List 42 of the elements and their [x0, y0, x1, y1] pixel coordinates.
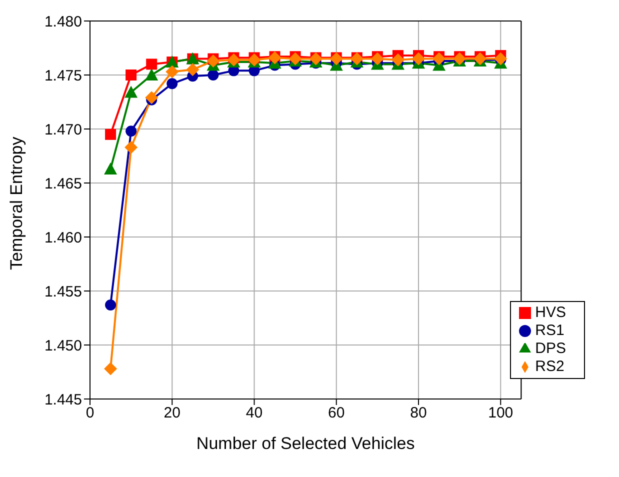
point: [145, 91, 158, 104]
point: [126, 70, 137, 80]
y-tick-label: 1.465: [44, 175, 82, 192]
legend-label: RS1: [535, 322, 564, 339]
point: [227, 53, 240, 66]
point: [432, 52, 446, 66]
point: [248, 53, 261, 66]
legend-label: RS2: [535, 358, 564, 375]
point: [391, 53, 404, 66]
x-axis-title: Number of Selected Vehicles: [196, 434, 415, 453]
x-tick-label: 0: [86, 404, 94, 422]
y-axis-title: Temporal Entropy: [7, 136, 26, 270]
x-tick-label: 100: [488, 404, 514, 422]
point: [208, 70, 219, 80]
y-tick-label: 1.445: [44, 391, 82, 408]
point: [104, 162, 118, 174]
x-tick-label: 20: [164, 404, 180, 422]
x-tick-label: 80: [410, 404, 427, 422]
point: [186, 63, 200, 76]
point: [370, 52, 384, 66]
point: [166, 78, 178, 90]
point: [412, 52, 425, 66]
y-tick-label: 1.455: [44, 283, 82, 300]
point: [126, 126, 137, 137]
y-tick-label: 1.475: [44, 67, 82, 84]
x-tick-label: 60: [328, 404, 345, 422]
point: [104, 362, 118, 376]
y-tick-label: 1.450: [44, 337, 82, 354]
point: [206, 54, 220, 68]
x-tick-label: 40: [246, 404, 263, 422]
point: [145, 68, 158, 80]
point: [105, 128, 116, 140]
point: [124, 140, 138, 154]
legend-label: HVS: [535, 304, 566, 321]
point: [105, 300, 116, 311]
point: [166, 65, 179, 78]
point: [124, 86, 138, 98]
y-tick-label: 1.460: [44, 229, 82, 246]
legend-label: DPS: [535, 340, 566, 357]
y-tick-label: 1.480: [44, 13, 82, 30]
point: [146, 58, 158, 70]
y-tick-label: 1.470: [44, 121, 82, 138]
